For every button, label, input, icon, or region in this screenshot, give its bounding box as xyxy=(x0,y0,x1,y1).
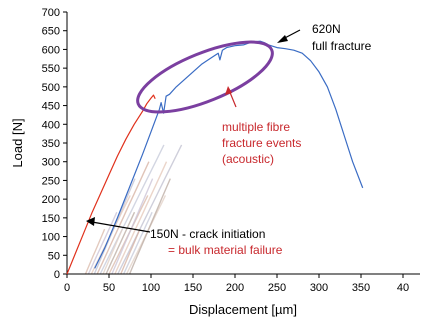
x-tick-label: 250 xyxy=(268,282,286,294)
y-tick-label: 350 xyxy=(42,138,60,150)
faint-test-curve xyxy=(117,144,183,275)
faint-test-curve xyxy=(84,228,106,275)
x-tick-label: 40 xyxy=(397,282,409,294)
annotation-full-fracture-line2: full fracture xyxy=(312,39,372,53)
y-tick-label: 100 xyxy=(42,232,60,244)
arrow-full-fracture xyxy=(277,29,301,43)
y-axis-title: Load [N] xyxy=(10,118,25,167)
y-tick-label: 700 xyxy=(42,7,60,19)
repeated-test-curves xyxy=(84,144,183,275)
annotation-full-fracture-line1: 620N xyxy=(312,22,341,36)
annotation-fibre-line2: fracture events xyxy=(222,136,301,150)
faint-test-curve xyxy=(87,211,118,275)
y-tick-label: 250 xyxy=(42,175,60,187)
faint-test-curve xyxy=(128,178,171,275)
faint-test-curve xyxy=(123,211,153,275)
x-tick-label: 150 xyxy=(184,282,202,294)
y-tick-label: 300 xyxy=(42,157,60,169)
series-layer xyxy=(66,40,364,275)
series-red-line xyxy=(66,94,156,275)
y-tick-label: 400 xyxy=(42,119,60,131)
annotation-fibre-line1: multiple fibre xyxy=(222,120,290,134)
y-tick-label: 0 xyxy=(54,269,60,281)
faint-test-curve xyxy=(96,161,150,275)
arrow-fibre-fracture xyxy=(225,86,237,108)
y-tick-label: 550 xyxy=(42,63,60,75)
faint-test-curve xyxy=(99,144,165,275)
x-axis-title: Displacement [µm] xyxy=(189,302,297,317)
y-axis-ticks: 0 50 100 150 200 250 300 350 400 450 500 550 600 650 7… xyxy=(42,7,67,281)
faint-test-curve xyxy=(111,178,154,275)
y-tick-label: 500 xyxy=(42,82,60,94)
series-blue-line xyxy=(94,40,364,269)
faint-test-curve xyxy=(120,228,141,275)
y-tick-label: 600 xyxy=(42,44,60,56)
x-tick-label: 0 xyxy=(64,282,70,294)
y-tick-label: 650 xyxy=(42,26,60,38)
faint-test-curve xyxy=(105,211,136,275)
annotation-bulk-failure: = bulk material failure xyxy=(168,243,283,257)
x-tick-label: 200 xyxy=(226,282,244,294)
x-tick-label: 300 xyxy=(310,282,328,294)
x-tick-label: 50 xyxy=(103,282,115,294)
annotation-crack-initiation: 150N - crack initiation xyxy=(150,227,265,241)
y-tick-label: 150 xyxy=(42,213,60,225)
fracture-region-ellipse xyxy=(136,40,274,114)
y-tick-label: 200 xyxy=(42,194,60,206)
faint-test-curve xyxy=(102,228,123,275)
faint-test-curve xyxy=(114,161,168,275)
x-axis-ticks: 0 50 100 150 200 250 300 350 40 xyxy=(64,274,409,294)
arrow-crack-initiation xyxy=(86,217,151,233)
y-tick-label: 50 xyxy=(48,250,60,262)
y-tick-label: 450 xyxy=(42,101,60,113)
x-tick-label: 350 xyxy=(352,282,370,294)
x-tick-label: 100 xyxy=(142,282,160,294)
annotation-fibre-line3: (acoustic) xyxy=(222,152,274,166)
